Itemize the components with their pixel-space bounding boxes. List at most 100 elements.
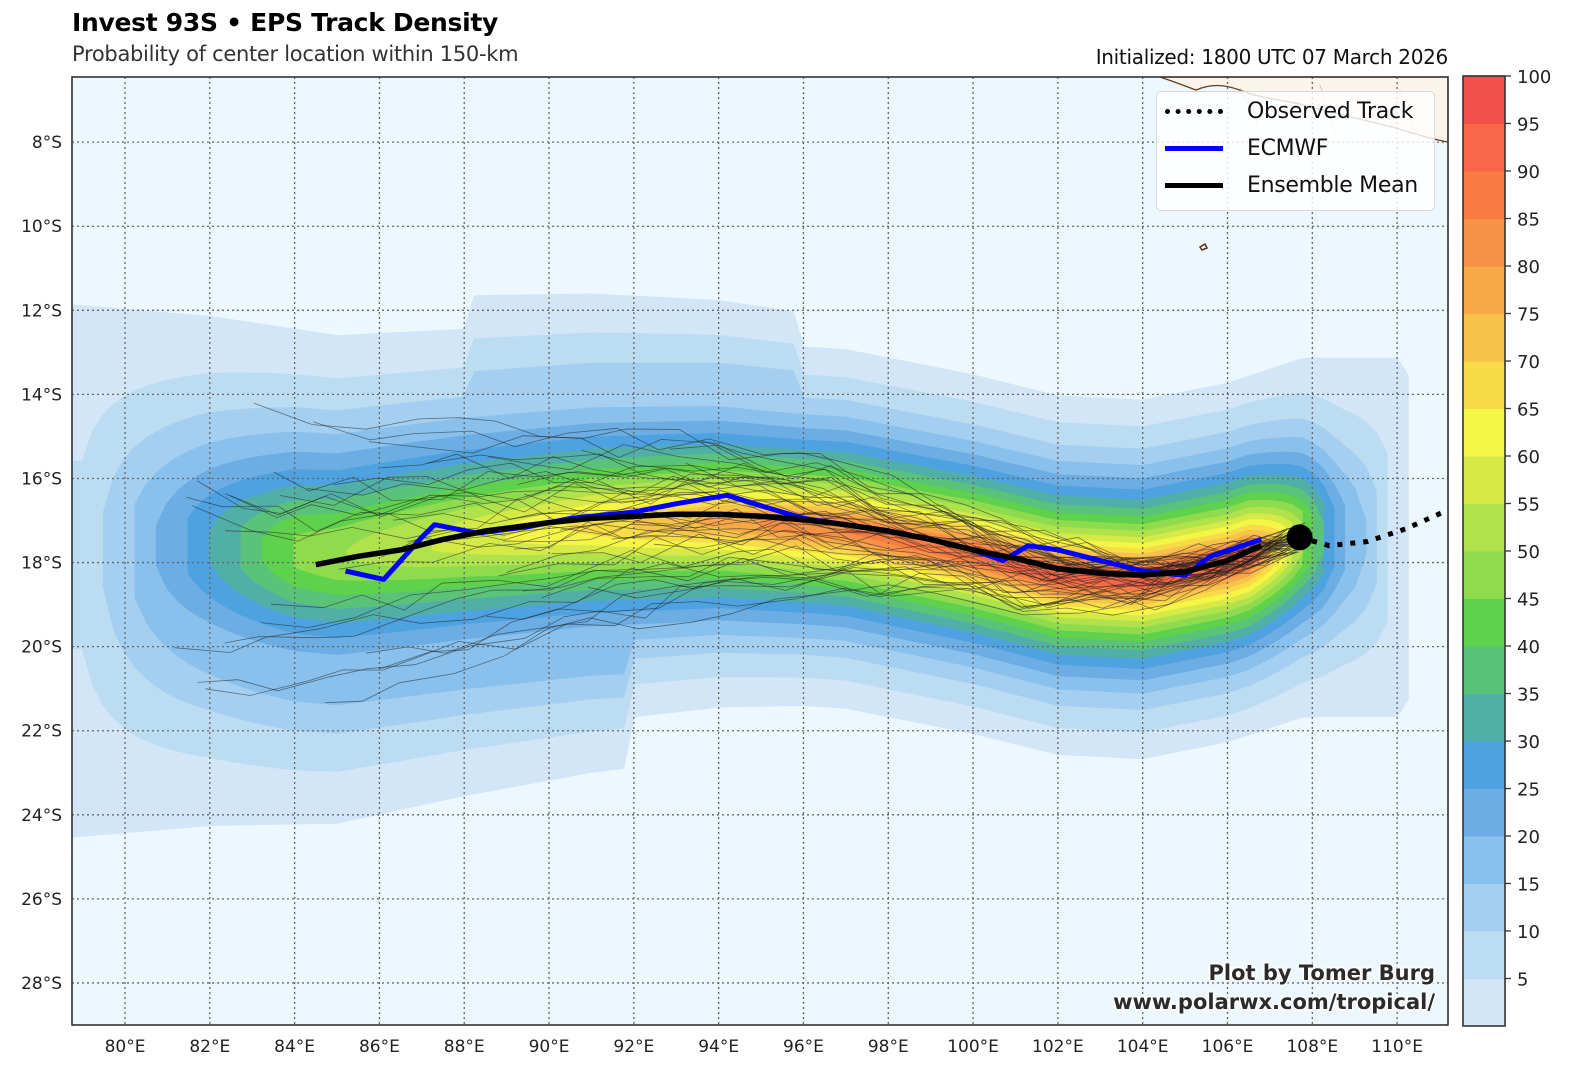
ensemble-member-track bbox=[253, 402, 1297, 568]
y-tick-label: 14°S bbox=[21, 385, 62, 405]
colorbar-tick-label: 80 bbox=[1517, 257, 1540, 278]
ensemble-member-track bbox=[174, 528, 1304, 653]
colorbar-segment-70 bbox=[1463, 361, 1505, 409]
colorbar-tick-label: 50 bbox=[1517, 542, 1540, 563]
x-axis: 80°E 82°E 84°E 86°E 88°E 90°E 92°E 94°E 96°E 98°E… bbox=[105, 1037, 1423, 1057]
credit-author: Plot by Tomer Burg bbox=[1208, 961, 1436, 985]
colorbar-tick-label: 90 bbox=[1517, 162, 1540, 183]
colorbar-tick-label: 100 bbox=[1517, 67, 1551, 88]
colorbar-segment-15 bbox=[1463, 883, 1505, 932]
colorbar: 5 10 15 20 25 30 35 40 45 50 55 60 65 70 75 80 85 90 95 100 bbox=[1462, 67, 1551, 1027]
ensemble-member-track bbox=[325, 547, 1301, 704]
x-tick-label: 86°E bbox=[359, 1037, 400, 1057]
colorbar-segment-55 bbox=[1463, 503, 1505, 552]
colorbar-segment-20 bbox=[1463, 836, 1505, 884]
y-axis: 8°S 10°S 12°S 14°S 16°S 18°S 20°S 22°S 24°S 26°S 2… bbox=[21, 133, 62, 994]
x-tick-label: 100°E bbox=[947, 1037, 999, 1057]
initialized-time: Initialized: 1800 UTC 07 March 2026 bbox=[1095, 45, 1449, 69]
ensemble-member-track bbox=[369, 435, 1305, 567]
colorbar-segment-100 bbox=[1463, 76, 1505, 124]
colorbar-tick-label: 25 bbox=[1517, 780, 1540, 801]
colorbar-tick-label: 55 bbox=[1517, 495, 1540, 516]
ensemble-member-track bbox=[551, 532, 1287, 598]
colorbar-tick-label: 15 bbox=[1517, 875, 1540, 896]
ensemble-member-track bbox=[522, 551, 1298, 609]
x-tick-label: 82°E bbox=[189, 1037, 230, 1057]
ensemble-member-track bbox=[365, 525, 1302, 654]
colorbar-segment-90 bbox=[1463, 171, 1505, 219]
colorbar-segment-45 bbox=[1463, 598, 1505, 647]
legend-label: ECMWF bbox=[1247, 135, 1329, 161]
x-tick-label: 96°E bbox=[783, 1037, 824, 1057]
x-tick-label: 92°E bbox=[613, 1037, 654, 1057]
x-tick-label: 88°E bbox=[444, 1037, 485, 1057]
x-tick-label: 90°E bbox=[529, 1037, 570, 1057]
ensemble-member-track bbox=[422, 511, 1304, 576]
colorbar-segment-50 bbox=[1463, 551, 1505, 599]
legend-label: Observed Track bbox=[1247, 98, 1414, 124]
x-tick-label: 104°E bbox=[1117, 1037, 1169, 1057]
x-tick-label: 106°E bbox=[1202, 1037, 1254, 1057]
colorbar-segment-5 bbox=[1463, 978, 1505, 1027]
dotted-line-swatch-icon bbox=[1165, 108, 1223, 114]
y-tick-label: 26°S bbox=[21, 890, 62, 910]
y-tick-label: 12°S bbox=[21, 301, 62, 321]
y-tick-label: 24°S bbox=[21, 806, 62, 826]
colorbar-segment-30 bbox=[1463, 741, 1505, 789]
colorbar-segment-85 bbox=[1463, 218, 1505, 267]
ensemble-mean-track-line bbox=[315, 511, 1263, 578]
colorbar-tick-label: 85 bbox=[1517, 210, 1540, 231]
ensemble-member-tracks bbox=[174, 402, 1307, 704]
colorbar-tick-label: 65 bbox=[1517, 400, 1540, 421]
legend-item-ecmwf: ECMWF bbox=[1165, 131, 1328, 165]
plot-frame bbox=[71, 76, 1449, 1026]
ensemble-member-track bbox=[514, 521, 1306, 589]
x-tick-label: 108°E bbox=[1286, 1037, 1338, 1057]
x-tick-label: 80°E bbox=[105, 1037, 146, 1057]
legend-item-observed: Observed Track bbox=[1165, 94, 1414, 128]
ensemble-member-track bbox=[597, 479, 1286, 573]
legend-item-ensemble-mean: Ensemble Mean bbox=[1165, 168, 1418, 202]
chart-subtitle: Probability of center location within 15… bbox=[72, 42, 519, 66]
legend-label: Ensemble Mean bbox=[1247, 172, 1418, 198]
colorbar-tick-label: 35 bbox=[1517, 685, 1540, 706]
current-position-marker bbox=[1286, 524, 1313, 551]
colorbar-segment-35 bbox=[1463, 693, 1505, 742]
x-tick-label: 98°E bbox=[868, 1037, 909, 1057]
colorbar-tick-label: 95 bbox=[1517, 115, 1540, 136]
x-tick-label: 110°E bbox=[1371, 1037, 1423, 1057]
ensemble-member-track bbox=[426, 453, 1286, 572]
ensemble-member-track bbox=[197, 477, 1297, 581]
credit-url[interactable]: www.polarwx.com/tropical/ bbox=[1113, 990, 1435, 1014]
colorbar-tick-label: 20 bbox=[1517, 827, 1540, 848]
colorbar-segment-40 bbox=[1463, 646, 1505, 694]
ensemble-member-track bbox=[486, 547, 1298, 620]
x-tick-label: 102°E bbox=[1032, 1037, 1084, 1057]
x-tick-label: 94°E bbox=[698, 1037, 739, 1057]
y-tick-label: 10°S bbox=[21, 217, 62, 237]
y-tick-label: 22°S bbox=[21, 722, 62, 742]
y-tick-label: 20°S bbox=[21, 638, 62, 658]
ensemble-member-track bbox=[205, 551, 1297, 696]
y-tick-label: 28°S bbox=[21, 974, 62, 994]
colorbar-tick-label: 45 bbox=[1517, 590, 1540, 611]
observed-track-line bbox=[1298, 507, 1448, 549]
y-tick-label: 16°S bbox=[21, 469, 62, 489]
colorbar-segment-95 bbox=[1463, 123, 1505, 172]
graticule bbox=[72, 77, 1448, 1025]
island-marker bbox=[1198, 242, 1209, 251]
colorbar-tick-label: 40 bbox=[1517, 637, 1540, 658]
colorbar-segment-10 bbox=[1463, 931, 1505, 979]
colorbar-segment-60 bbox=[1463, 456, 1505, 504]
ensemble-member-track bbox=[270, 536, 1297, 611]
colorbar-segment-75 bbox=[1463, 313, 1505, 362]
colorbar-tick-label: 60 bbox=[1517, 447, 1540, 468]
colorbar-segment-65 bbox=[1463, 408, 1505, 457]
ensemble-member-track bbox=[197, 533, 1289, 692]
ensemble-member-track bbox=[260, 534, 1284, 629]
colorbar-segment-80 bbox=[1463, 266, 1505, 314]
colorbar-tick-label: 5 bbox=[1517, 970, 1528, 991]
chart-title: Invest 93S • EPS Track Density bbox=[72, 8, 499, 37]
colorbar-tick-label: 70 bbox=[1517, 352, 1540, 373]
